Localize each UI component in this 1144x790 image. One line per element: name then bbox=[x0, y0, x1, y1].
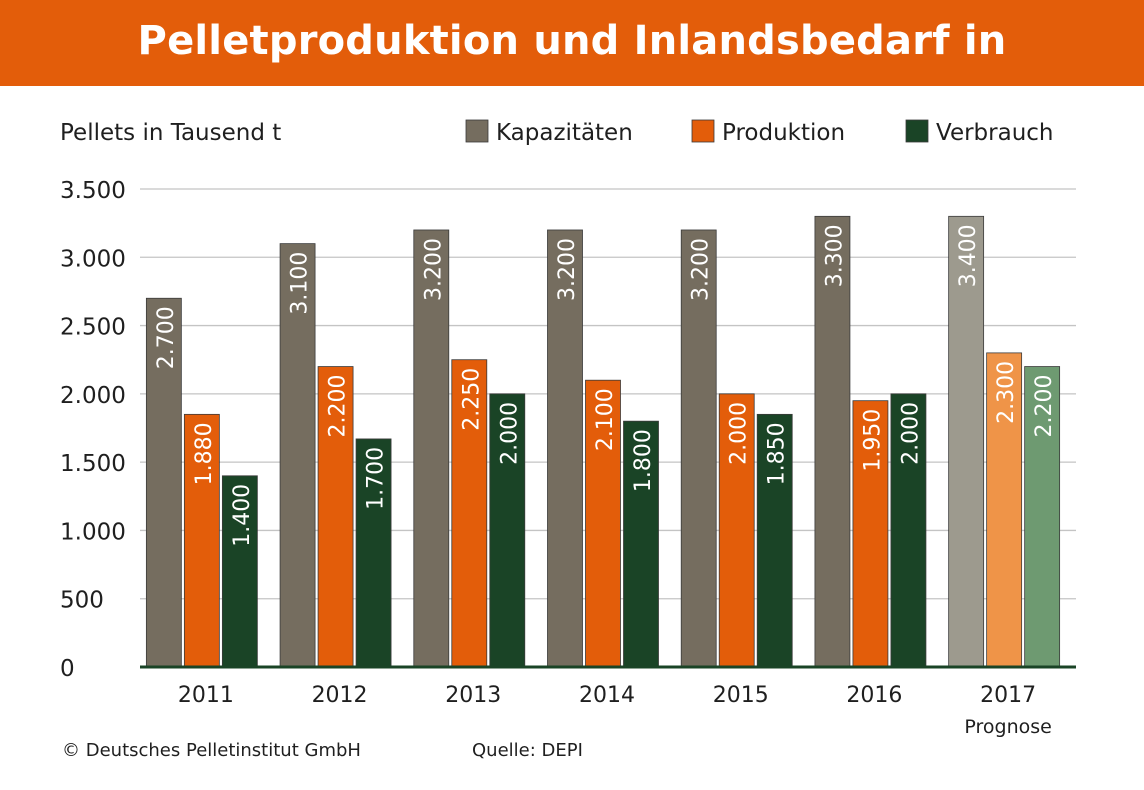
x-tick-label: 2012 bbox=[312, 683, 368, 708]
bar-value-label: 2.700 bbox=[154, 306, 179, 369]
legend-label: Verbrauch bbox=[936, 120, 1054, 146]
bar-value-label: 2.000 bbox=[898, 402, 923, 465]
y-tick-label: 3.500 bbox=[60, 178, 126, 204]
chart-title: Pelletproduktion und Inlandsbedarf in De… bbox=[137, 18, 1007, 146]
bar-kapazitäten bbox=[547, 229, 583, 667]
x-tick-sublabel: Prognose bbox=[964, 716, 1051, 738]
bar-produktion bbox=[184, 414, 220, 667]
x-tick-label: 2017 bbox=[980, 683, 1036, 708]
y-tick-label: 3.000 bbox=[60, 246, 126, 272]
legend-swatch-verbrauch bbox=[905, 119, 929, 143]
bar-verbrauch bbox=[757, 414, 793, 667]
x-tick-label: 2016 bbox=[846, 683, 902, 708]
title-bar bbox=[0, 0, 1144, 86]
bar-produktion bbox=[451, 359, 487, 667]
bar-produktion bbox=[318, 366, 354, 667]
x-tick-label: 2011 bbox=[178, 683, 234, 708]
bar-verbrauch bbox=[1024, 366, 1060, 667]
bar-value-label: 3.200 bbox=[421, 238, 446, 301]
y-tick-label: 2.500 bbox=[60, 315, 126, 341]
bar-value-label: 3.300 bbox=[822, 224, 847, 287]
bar-value-label: 2.300 bbox=[994, 361, 1019, 424]
bar-verbrauch bbox=[222, 475, 258, 667]
bar-value-label: 1.400 bbox=[230, 484, 255, 547]
y-tick-label: 2.000 bbox=[60, 383, 126, 409]
bar-produktion bbox=[986, 352, 1022, 667]
x-tick-label: 2013 bbox=[445, 683, 501, 708]
bar-value-label: 2.250 bbox=[459, 368, 484, 431]
bar-kapazitäten bbox=[146, 298, 182, 667]
y-tick-label: 1.500 bbox=[60, 451, 126, 477]
source-note: Quelle: DEPI bbox=[472, 740, 583, 761]
bar-value-label: 1.950 bbox=[860, 409, 885, 472]
x-tick-labels: 2011 2012 2013 2014 2015 2016 2017 Prognose bbox=[178, 683, 1052, 738]
bar-value-label: 2.100 bbox=[593, 388, 618, 451]
bar-value-label: 1.850 bbox=[765, 422, 790, 485]
bar-value-label: 3.200 bbox=[689, 238, 714, 301]
bar-value-label: 1.800 bbox=[631, 429, 656, 492]
bar-verbrauch bbox=[623, 421, 659, 667]
legend-swatch-produktion bbox=[691, 119, 715, 143]
bar-kapazitäten bbox=[280, 243, 316, 667]
bar-verbrauch bbox=[356, 438, 392, 667]
bar-value-label: 2.000 bbox=[727, 402, 752, 465]
chart: 0 500 1.000 1.500 2.000 2.500 3.000 3.500 2.700… bbox=[60, 119, 1076, 738]
bar-value-label: 1.700 bbox=[364, 447, 389, 510]
bar-produktion bbox=[585, 380, 621, 667]
bar-kapazitäten bbox=[413, 229, 449, 667]
x-tick-label: 2014 bbox=[579, 683, 635, 708]
y-axis-label: Pellets in Tausend t bbox=[60, 120, 281, 146]
bar-value-label: 1.880 bbox=[192, 422, 217, 485]
bar-kapazitäten bbox=[681, 229, 717, 667]
bar-kapazitäten bbox=[814, 216, 850, 668]
bar-value-label: 3.400 bbox=[956, 224, 981, 287]
legend-swatch-kapazitäten bbox=[465, 119, 489, 143]
legend-label: Kapazitäten bbox=[496, 120, 633, 146]
y-tick-labels: 0 500 1.000 1.500 2.000 2.500 3.000 3.500 bbox=[60, 178, 126, 682]
bar-produktion bbox=[719, 393, 755, 667]
bar-verbrauch bbox=[489, 393, 525, 667]
bar-kapazitäten bbox=[948, 216, 984, 668]
bar-value-label: 3.200 bbox=[555, 238, 580, 301]
bars: 2.700 1.880 1.400 3.100 2.200 1.700 3.200 2.250… bbox=[145, 215, 1061, 668]
copyright-note: © Deutsches Pelletinstitut GmbH bbox=[62, 740, 361, 761]
bar-value-label: 3.100 bbox=[288, 252, 313, 315]
bar-value-label: 2.200 bbox=[1032, 375, 1057, 438]
bar-produktion bbox=[852, 400, 888, 667]
bar-value-label: 2.000 bbox=[497, 402, 522, 465]
x-tick-label: 2015 bbox=[713, 683, 769, 708]
bar-verbrauch bbox=[890, 393, 926, 667]
y-tick-label: 0 bbox=[60, 656, 75, 682]
legend: Kapazitäten Produktion Verbrauch bbox=[465, 119, 1054, 146]
y-tick-label: 500 bbox=[60, 588, 104, 614]
bar-value-label: 2.200 bbox=[326, 375, 351, 438]
legend-label: Produktion bbox=[722, 120, 845, 146]
y-tick-label: 1.000 bbox=[60, 519, 126, 545]
